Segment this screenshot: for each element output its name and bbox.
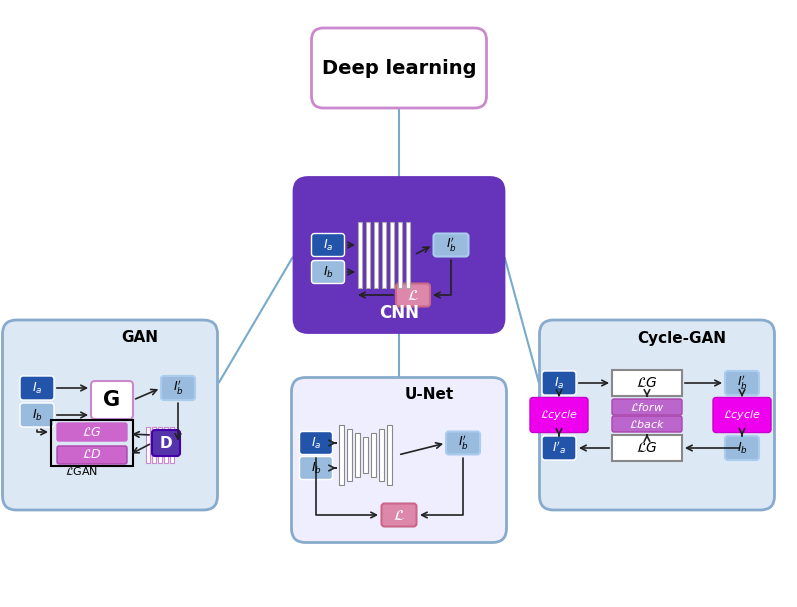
FancyBboxPatch shape xyxy=(312,28,486,108)
Bar xyxy=(358,222,362,288)
Bar xyxy=(170,427,174,463)
FancyBboxPatch shape xyxy=(725,436,759,460)
FancyBboxPatch shape xyxy=(612,399,682,415)
Text: $\mathcal{L}$: $\mathcal{L}$ xyxy=(407,288,419,302)
Bar xyxy=(612,370,682,396)
FancyBboxPatch shape xyxy=(91,381,133,419)
Bar xyxy=(612,435,682,461)
FancyBboxPatch shape xyxy=(300,432,332,455)
Text: $\mathcal{L}$GAN: $\mathcal{L}$GAN xyxy=(65,465,99,477)
Text: $I_b$: $I_b$ xyxy=(323,265,333,280)
Text: $I_b'$: $I_b'$ xyxy=(446,236,457,254)
Text: GAN: GAN xyxy=(121,330,159,345)
FancyBboxPatch shape xyxy=(292,378,507,543)
Text: $I_a$: $I_a$ xyxy=(323,237,333,253)
Text: $I_b'$: $I_b'$ xyxy=(457,434,469,452)
Text: $I_b$: $I_b$ xyxy=(311,461,321,475)
Text: $I_b'$: $I_b'$ xyxy=(736,374,748,392)
FancyBboxPatch shape xyxy=(152,430,180,456)
FancyBboxPatch shape xyxy=(161,376,195,400)
FancyBboxPatch shape xyxy=(382,503,417,526)
FancyBboxPatch shape xyxy=(20,376,54,400)
Text: $\mathcal{L}G$: $\mathcal{L}G$ xyxy=(636,441,658,455)
Text: $I_b$: $I_b$ xyxy=(32,407,42,422)
Text: $\mathcal{L}D$: $\mathcal{L}D$ xyxy=(82,449,102,461)
FancyBboxPatch shape xyxy=(713,398,771,433)
Bar xyxy=(382,222,386,288)
FancyBboxPatch shape xyxy=(542,436,576,460)
FancyBboxPatch shape xyxy=(446,432,480,455)
Bar xyxy=(366,222,370,288)
Bar xyxy=(340,425,344,485)
Text: Cycle-GAN: Cycle-GAN xyxy=(638,330,727,345)
Text: D: D xyxy=(159,435,172,450)
FancyBboxPatch shape xyxy=(540,320,775,510)
FancyBboxPatch shape xyxy=(725,371,759,395)
Text: $\mathcal{L}G$: $\mathcal{L}G$ xyxy=(82,426,102,438)
FancyBboxPatch shape xyxy=(530,398,588,433)
Text: $I_a$: $I_a$ xyxy=(554,376,564,390)
Text: G: G xyxy=(104,390,120,410)
Bar xyxy=(355,433,360,477)
FancyBboxPatch shape xyxy=(20,403,54,427)
FancyBboxPatch shape xyxy=(2,320,218,510)
Text: U-Net: U-Net xyxy=(404,387,453,402)
Bar xyxy=(363,437,368,473)
Text: $\mathcal{L}forw$: $\mathcal{L}forw$ xyxy=(630,401,664,413)
FancyBboxPatch shape xyxy=(542,371,576,395)
FancyBboxPatch shape xyxy=(612,416,682,432)
Bar xyxy=(379,429,384,481)
Bar xyxy=(347,429,352,481)
Bar xyxy=(152,427,156,463)
Bar xyxy=(406,222,410,288)
Text: $\mathcal{L}back$: $\mathcal{L}back$ xyxy=(629,418,665,430)
Text: $I_b'$: $I_b'$ xyxy=(173,379,183,397)
FancyBboxPatch shape xyxy=(396,283,430,307)
Text: $I_a$: $I_a$ xyxy=(311,435,321,450)
Bar xyxy=(51,420,133,466)
FancyBboxPatch shape xyxy=(300,456,332,480)
Text: $I_a$: $I_a$ xyxy=(32,381,42,396)
Text: $\mathcal{L}cycle$: $\mathcal{L}cycle$ xyxy=(540,408,578,422)
Bar xyxy=(374,222,378,288)
Text: $I'_a$: $I'_a$ xyxy=(552,439,566,456)
FancyBboxPatch shape xyxy=(294,177,504,333)
Bar xyxy=(146,427,150,463)
Text: $\mathcal{L}cycle$: $\mathcal{L}cycle$ xyxy=(723,408,761,422)
Bar xyxy=(398,222,402,288)
Bar xyxy=(371,433,376,477)
FancyBboxPatch shape xyxy=(312,260,344,283)
Bar xyxy=(387,425,392,485)
Bar xyxy=(164,427,168,463)
Text: CNN: CNN xyxy=(379,304,419,322)
FancyBboxPatch shape xyxy=(312,234,344,257)
Bar xyxy=(390,222,394,288)
Text: Deep learning: Deep learning xyxy=(322,58,477,78)
FancyBboxPatch shape xyxy=(434,234,469,257)
FancyBboxPatch shape xyxy=(57,423,127,441)
FancyBboxPatch shape xyxy=(57,446,127,464)
Bar xyxy=(158,427,162,463)
Text: $\mathcal{L}G$: $\mathcal{L}G$ xyxy=(636,376,658,390)
Text: $I_b$: $I_b$ xyxy=(736,441,748,455)
Text: $\mathcal{L}$: $\mathcal{L}$ xyxy=(393,507,405,523)
